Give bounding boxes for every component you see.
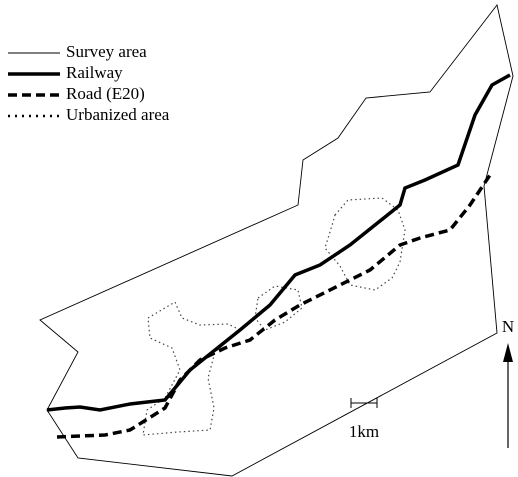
scale-label: 1km <box>349 422 379 441</box>
road <box>56 174 492 439</box>
north-label: N <box>502 317 514 336</box>
urbanized-area <box>142 197 406 436</box>
north-arrow <box>503 343 513 448</box>
legend: Survey area Railway Road (E20) Urbanized… <box>8 42 170 124</box>
legend-label: Railway <box>66 63 123 82</box>
legend-label: Urbanized area <box>66 105 170 124</box>
railway <box>46 73 511 412</box>
legend-label: Survey area <box>66 42 147 61</box>
legend-label: Road (E20) <box>66 84 145 103</box>
survey-area <box>39 3 514 477</box>
scale-bar <box>350 398 378 408</box>
